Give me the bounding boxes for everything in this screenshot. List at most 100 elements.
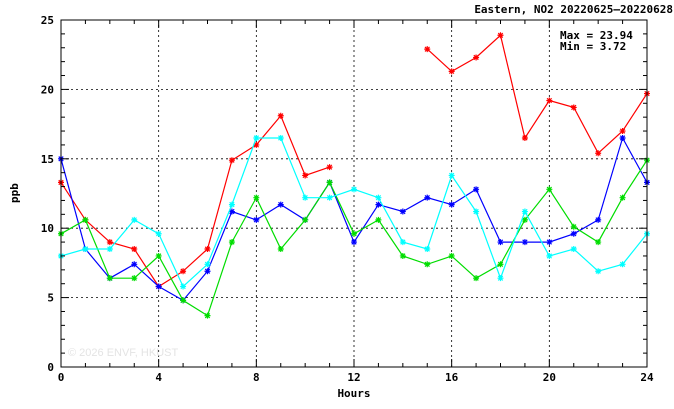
data-point-marker xyxy=(424,194,431,201)
data-point-marker xyxy=(521,134,528,141)
data-point-marker xyxy=(497,32,504,39)
y-tick-label: 15 xyxy=(41,153,54,166)
data-point-marker xyxy=(424,261,431,268)
data-point-marker xyxy=(228,157,235,164)
series-line xyxy=(426,34,648,155)
data-point-marker xyxy=(131,216,138,223)
data-point-marker xyxy=(326,164,333,171)
x-tick-label: 12 xyxy=(347,371,360,384)
data-point-marker xyxy=(106,246,113,253)
data-point-marker xyxy=(228,239,235,246)
series-layer xyxy=(58,32,650,319)
y-tick-label: 10 xyxy=(41,222,54,235)
x-tick-label: 20 xyxy=(543,371,556,384)
data-point-marker xyxy=(131,261,138,268)
data-point-marker xyxy=(521,216,528,223)
data-point-marker xyxy=(473,186,480,193)
data-point-marker xyxy=(180,268,187,275)
data-point-marker xyxy=(155,230,162,237)
axis-ticks: 0 4 8 12 16 20 24 0 5 10 15 20 25 xyxy=(41,14,654,384)
data-point-marker xyxy=(375,194,382,201)
data-point-marker xyxy=(326,194,333,201)
y-tick-label: 0 xyxy=(47,361,54,374)
data-point-marker xyxy=(570,230,577,237)
data-point-marker xyxy=(82,216,89,223)
watermark: © 2026 ENVF, HKUST xyxy=(68,347,178,359)
data-point-marker xyxy=(277,201,284,208)
data-point-marker xyxy=(204,246,211,253)
data-point-marker xyxy=(155,252,162,259)
data-point-marker xyxy=(424,246,431,253)
data-point-marker xyxy=(546,97,553,104)
data-point-marker xyxy=(180,283,187,290)
data-point-marker xyxy=(131,275,138,282)
data-point-marker xyxy=(595,216,602,223)
data-point-marker xyxy=(546,186,553,193)
data-point-marker xyxy=(253,141,260,148)
data-point-marker xyxy=(375,216,382,223)
data-point-marker xyxy=(399,252,406,259)
data-point-marker xyxy=(106,239,113,246)
data-point-marker xyxy=(497,239,504,246)
stats-min: Min = 3.72 xyxy=(560,40,626,53)
data-point-marker xyxy=(204,312,211,319)
data-point-marker xyxy=(375,201,382,208)
series-line xyxy=(60,159,648,317)
data-point-marker xyxy=(473,208,480,215)
x-axis-label: Hours xyxy=(337,387,370,400)
data-point-marker xyxy=(253,134,260,141)
series-line xyxy=(60,114,330,288)
data-point-marker xyxy=(155,283,162,290)
data-point-marker xyxy=(619,261,626,268)
data-point-marker xyxy=(448,201,455,208)
data-point-marker xyxy=(228,201,235,208)
data-point-marker xyxy=(595,268,602,275)
data-point-marker xyxy=(473,54,480,61)
data-point-marker xyxy=(473,275,480,282)
data-point-marker xyxy=(619,194,626,201)
data-point-marker xyxy=(595,239,602,246)
data-point-marker xyxy=(570,223,577,230)
data-point-marker xyxy=(351,186,357,193)
data-point-marker xyxy=(106,275,113,282)
grid-lines xyxy=(61,20,647,367)
x-tick-label: 4 xyxy=(155,371,162,384)
data-point-marker xyxy=(326,179,333,186)
y-tick-label: 20 xyxy=(41,83,54,96)
x-tick-label: 16 xyxy=(445,371,459,384)
data-point-marker xyxy=(546,252,553,259)
data-point-marker xyxy=(570,246,577,253)
data-point-marker xyxy=(448,252,455,259)
data-point-marker xyxy=(595,150,602,157)
data-point-marker xyxy=(131,246,138,253)
x-tick-label: 8 xyxy=(253,371,260,384)
data-point-marker xyxy=(570,104,577,111)
y-tick-label: 5 xyxy=(47,292,54,305)
data-point-marker xyxy=(302,172,309,179)
data-point-marker xyxy=(399,208,406,215)
data-point-marker xyxy=(277,246,284,253)
data-point-marker xyxy=(204,268,211,275)
data-point-marker xyxy=(204,261,211,268)
data-point-marker xyxy=(82,246,89,253)
data-point-marker xyxy=(424,46,431,53)
data-point-marker xyxy=(253,194,260,201)
x-tick-label: 24 xyxy=(640,371,654,384)
data-point-marker xyxy=(228,208,235,215)
data-point-marker xyxy=(619,128,626,135)
data-point-marker xyxy=(546,239,553,246)
data-point-marker xyxy=(277,112,284,119)
data-point-marker xyxy=(497,261,504,268)
data-point-marker xyxy=(302,216,309,223)
y-tick-label: 25 xyxy=(41,14,54,27)
plot-frame xyxy=(60,19,648,368)
data-point-marker xyxy=(521,208,528,215)
chart-title: Eastern, NO2 20220625–20220628 xyxy=(474,3,673,16)
data-point-marker xyxy=(253,216,260,223)
data-point-marker xyxy=(302,194,309,201)
x-tick-label: 0 xyxy=(58,371,65,384)
data-point-marker xyxy=(399,239,406,246)
data-point-marker xyxy=(351,230,357,237)
data-point-marker xyxy=(497,275,504,282)
